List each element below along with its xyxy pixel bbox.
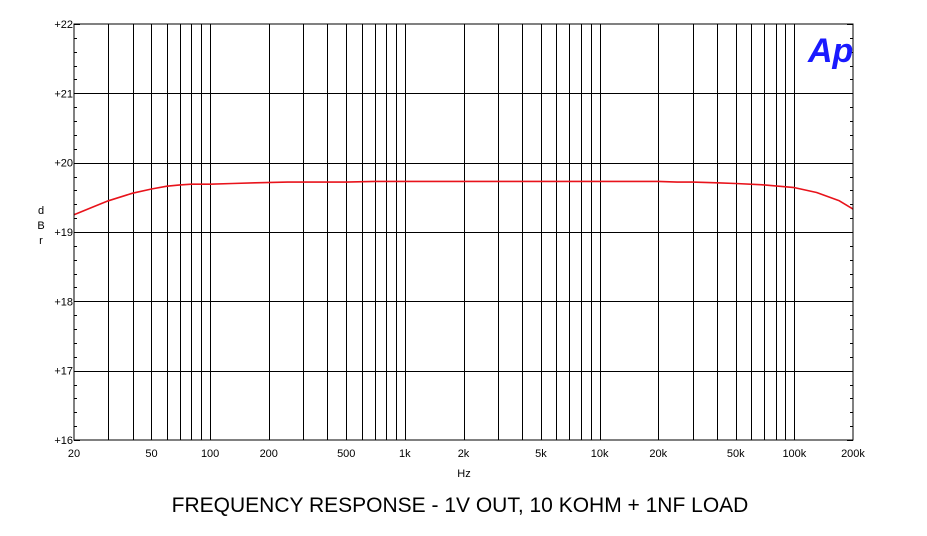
y-tick-label: +19 bbox=[54, 227, 73, 239]
y-tick-label: +22 bbox=[54, 19, 73, 31]
y-tick-label: +18 bbox=[54, 296, 73, 308]
y-tick-label: +17 bbox=[54, 366, 73, 378]
x-tick-label: 2k bbox=[458, 448, 470, 460]
x-tick-label: 20k bbox=[649, 448, 667, 460]
series-layer bbox=[73, 180, 854, 216]
x-tick-label: 200k bbox=[841, 448, 865, 460]
x-tick-label: 20 bbox=[68, 448, 80, 460]
x-tick-label: 500 bbox=[337, 448, 355, 460]
x-tick-label: 100k bbox=[782, 448, 806, 460]
x-tick-label: 200 bbox=[260, 448, 278, 460]
y-tick-labels: +22 +21 +20 +19 +18 +17 +16 bbox=[54, 19, 73, 447]
chart-title: FREQUENCY RESPONSE - 1V OUT, 10 KOHM + 1… bbox=[172, 494, 749, 517]
x-axis-label: Hz bbox=[457, 468, 470, 480]
ap-logo: Ap bbox=[807, 32, 853, 70]
x-tick-label: 50k bbox=[727, 448, 745, 460]
x-tick-label: 10k bbox=[591, 448, 609, 460]
y-tick-label: +16 bbox=[54, 435, 73, 447]
y-tick-label: +20 bbox=[54, 158, 73, 170]
x-tick-labels: 20 50 100 200 500 1k 2k 5k 10k 20k 50k 100k 200k bbox=[68, 448, 866, 460]
x-tick-label: 50 bbox=[145, 448, 157, 460]
plot-frame bbox=[73, 23, 854, 441]
series-line bbox=[73, 180, 854, 216]
x-tick-label: 1k bbox=[399, 448, 411, 460]
x-tick-label: 100 bbox=[201, 448, 219, 460]
y-tick-label: +21 bbox=[54, 88, 73, 100]
horizontal-gridlines bbox=[74, 93, 853, 372]
x-tick-label: 5k bbox=[535, 448, 547, 460]
